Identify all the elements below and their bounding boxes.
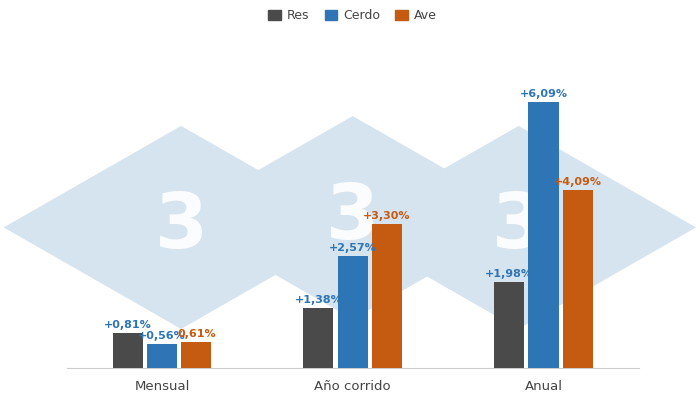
Legend: Res, Cerdo, Ave: Res, Cerdo, Ave (263, 4, 442, 28)
Text: +0,81%: +0,81% (104, 320, 151, 330)
Bar (337, 256, 368, 368)
Text: +6,09%: +6,09% (519, 89, 568, 99)
Text: +1,98%: +1,98% (485, 269, 533, 279)
Text: 3: 3 (492, 190, 545, 264)
Bar (303, 308, 333, 368)
Text: +4,09%: +4,09% (554, 176, 602, 186)
Text: +1,38%: +1,38% (295, 295, 342, 305)
Text: +3,30%: +3,30% (363, 211, 411, 221)
Bar (147, 344, 177, 368)
Bar (528, 102, 559, 368)
Bar (372, 224, 402, 368)
Polygon shape (175, 116, 530, 319)
Bar (113, 333, 143, 368)
Text: +2,57%: +2,57% (329, 243, 377, 253)
Bar (181, 342, 211, 368)
Text: 3: 3 (326, 180, 379, 254)
Bar (494, 282, 524, 368)
Text: +0,56%: +0,56% (138, 331, 186, 341)
Bar (563, 190, 593, 368)
Text: 0,61%: 0,61% (177, 328, 216, 338)
Polygon shape (4, 126, 358, 329)
Text: 3: 3 (155, 190, 208, 264)
Polygon shape (342, 126, 696, 329)
